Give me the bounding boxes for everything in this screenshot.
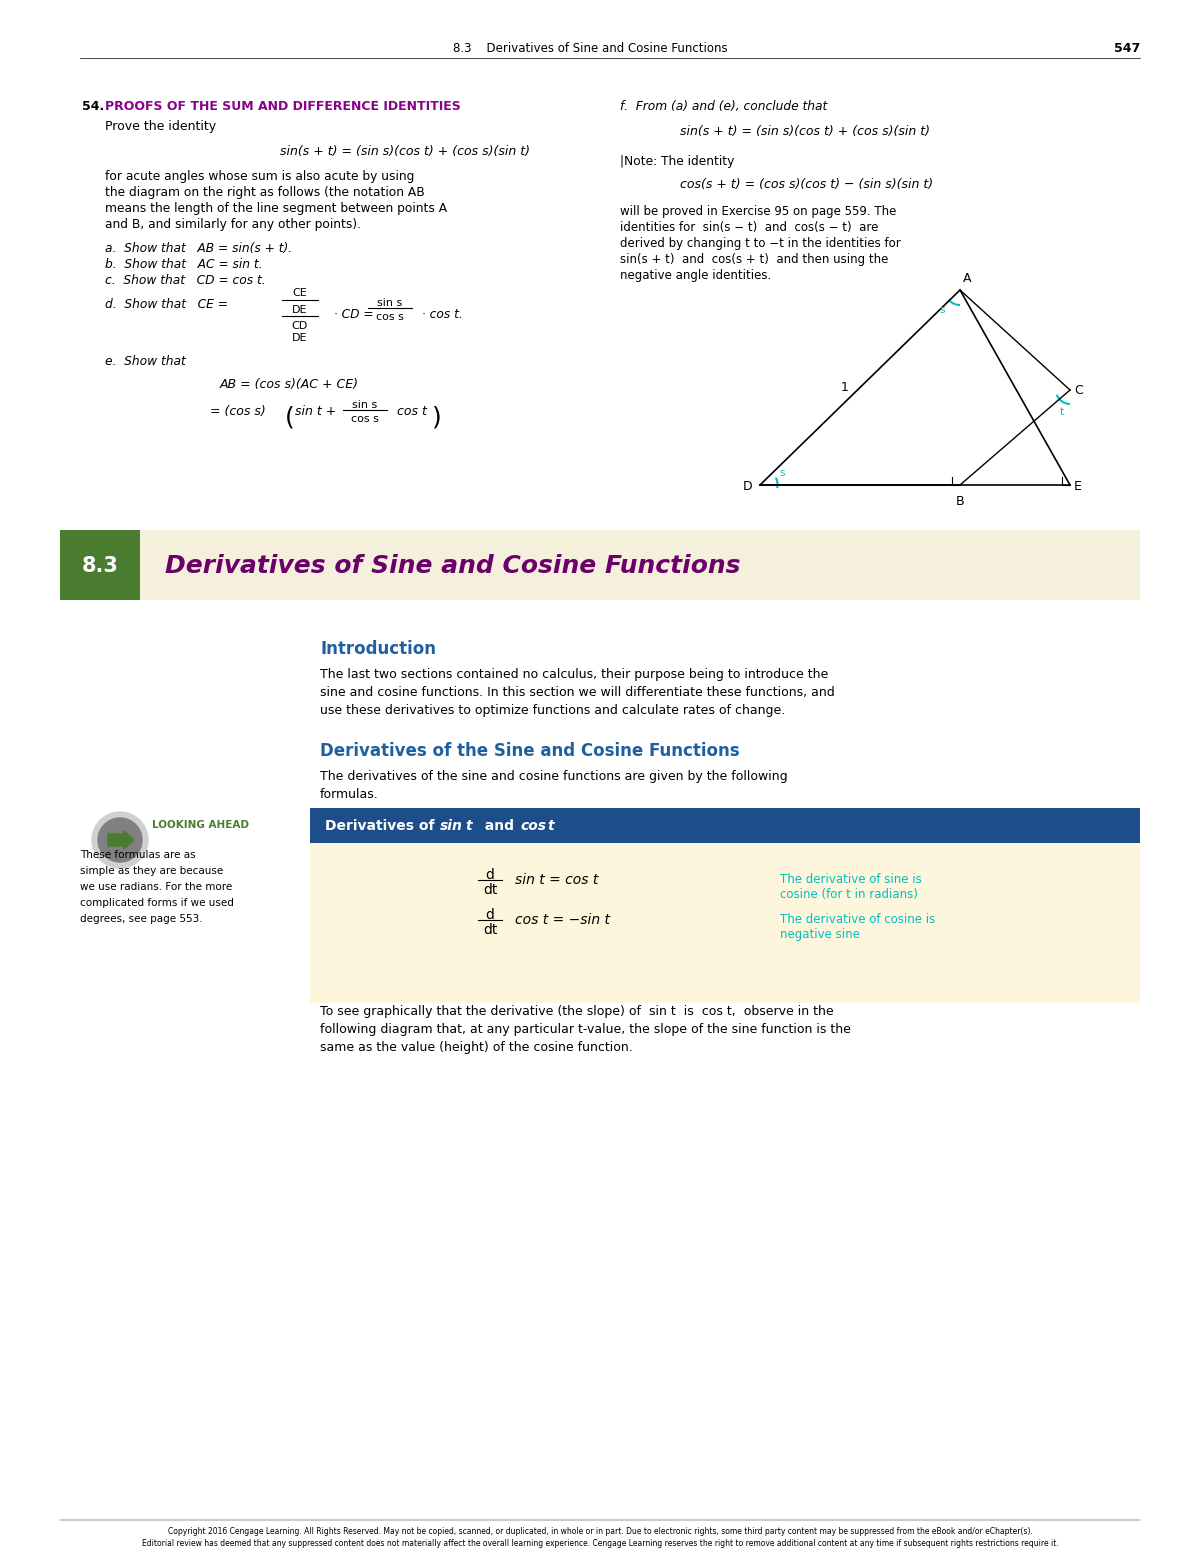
Text: s: s — [940, 304, 944, 315]
Text: sin(s + t) = (sin s)(cos t) + (cos s)(sin t): sin(s + t) = (sin s)(cos t) + (cos s)(si… — [280, 144, 530, 158]
Text: Editorial review has deemed that any suppressed content does not materially affe: Editorial review has deemed that any sup… — [142, 1539, 1058, 1548]
Text: c.  Show that   CD = cos t.: c. Show that CD = cos t. — [106, 273, 265, 287]
Text: cos t = −sin t: cos t = −sin t — [515, 913, 610, 927]
Text: formulas.: formulas. — [320, 787, 379, 801]
Text: (: ( — [286, 405, 295, 429]
Text: |Note: The identity: |Note: The identity — [620, 155, 734, 168]
Text: negative sine: negative sine — [780, 929, 860, 941]
Text: cos s: cos s — [352, 415, 379, 424]
Text: cos s: cos s — [376, 312, 404, 321]
Text: = (cos s): = (cos s) — [210, 405, 265, 418]
Text: CD: CD — [292, 321, 308, 331]
Text: Copyright 2016 Cengage Learning. All Rights Reserved. May not be copied, scanned: Copyright 2016 Cengage Learning. All Rig… — [168, 1527, 1032, 1536]
Text: AB = (cos s)(AC + CE): AB = (cos s)(AC + CE) — [220, 377, 359, 391]
Text: e.  Show that: e. Show that — [106, 356, 186, 368]
Text: t: t — [1060, 407, 1064, 418]
Text: cos(s + t) = (cos s)(cos t) − (sin s)(sin t): cos(s + t) = (cos s)(cos t) − (sin s)(si… — [680, 179, 934, 191]
Text: Prove the identity: Prove the identity — [106, 120, 216, 134]
Text: t: t — [547, 818, 553, 832]
Text: t: t — [466, 818, 472, 832]
Text: sin s: sin s — [377, 298, 403, 307]
Text: d: d — [486, 909, 494, 922]
Text: The derivative of cosine is: The derivative of cosine is — [780, 913, 935, 926]
Circle shape — [92, 812, 148, 868]
Text: E: E — [1074, 480, 1082, 494]
Text: DE: DE — [293, 332, 307, 343]
FancyArrow shape — [108, 831, 134, 849]
Text: identities for  sin(s − t)  and  cos(s − t)  are: identities for sin(s − t) and cos(s − t)… — [620, 221, 878, 235]
Text: These formulas are as: These formulas are as — [80, 849, 196, 860]
Text: Derivatives of the Sine and Cosine Functions: Derivatives of the Sine and Cosine Funct… — [320, 742, 739, 759]
Text: simple as they are because: simple as they are because — [80, 867, 223, 876]
Text: The derivative of sine is: The derivative of sine is — [780, 873, 922, 887]
Text: sin(s + t) = (sin s)(cos t) + (cos s)(sin t): sin(s + t) = (sin s)(cos t) + (cos s)(si… — [680, 124, 930, 138]
Text: sine and cosine functions. In this section we will differentiate these functions: sine and cosine functions. In this secti… — [320, 686, 835, 699]
Circle shape — [98, 818, 142, 862]
Text: To see graphically that the derivative (the slope) of  sin t  is  cos t,  observ: To see graphically that the derivative (… — [320, 1005, 834, 1019]
Text: ): ) — [432, 405, 442, 429]
Text: CE: CE — [293, 287, 307, 298]
Text: A: A — [964, 272, 972, 286]
Text: Derivatives of: Derivatives of — [325, 818, 444, 832]
Text: a.  Show that   AB = sin(s + t).: a. Show that AB = sin(s + t). — [106, 242, 292, 255]
Text: cos: cos — [520, 818, 546, 832]
Text: sin t = cos t: sin t = cos t — [515, 873, 599, 887]
Text: PROOFS OF THE SUM AND DIFFERENCE IDENTITIES: PROOFS OF THE SUM AND DIFFERENCE IDENTIT… — [106, 99, 461, 113]
Text: means the length of the line segment between points A: means the length of the line segment bet… — [106, 202, 448, 214]
Text: we use radians. For the more: we use radians. For the more — [80, 882, 233, 891]
Text: d: d — [486, 868, 494, 882]
Text: The derivatives of the sine and cosine functions are given by the following: The derivatives of the sine and cosine f… — [320, 770, 787, 783]
Text: d.  Show that   CE =: d. Show that CE = — [106, 298, 232, 311]
Text: and B, and similarly for any other points).: and B, and similarly for any other point… — [106, 217, 361, 231]
Text: 547: 547 — [1114, 42, 1140, 54]
Text: cos t: cos t — [394, 405, 427, 418]
Text: degrees, see page 553.: degrees, see page 553. — [80, 915, 203, 924]
Text: and: and — [475, 818, 523, 832]
Text: negative angle identities.: negative angle identities. — [620, 269, 772, 283]
Text: C: C — [1074, 384, 1082, 396]
Text: The last two sections contained no calculus, their purpose being to introduce th: The last two sections contained no calcu… — [320, 668, 828, 682]
FancyBboxPatch shape — [310, 808, 1140, 843]
Text: will be proved in Exercise 95 on page 559. The: will be proved in Exercise 95 on page 55… — [620, 205, 896, 217]
Text: following diagram that, at any particular t-value, the slope of the sine functio: following diagram that, at any particula… — [320, 1023, 851, 1036]
Text: 1: 1 — [841, 380, 848, 394]
Text: sin s: sin s — [353, 401, 378, 410]
Text: s: s — [779, 467, 785, 478]
Text: DE: DE — [293, 304, 307, 315]
Text: 8.3: 8.3 — [82, 556, 119, 576]
Text: the diagram on the right as follows (the notation AB: the diagram on the right as follows (the… — [106, 186, 425, 199]
Text: same as the value (height) of the cosine function.: same as the value (height) of the cosine… — [320, 1041, 632, 1054]
Text: cosine (for t in radians): cosine (for t in radians) — [780, 888, 918, 901]
Text: LOOKING AHEAD: LOOKING AHEAD — [152, 820, 250, 829]
Text: · cos t.: · cos t. — [418, 307, 463, 321]
Text: Introduction: Introduction — [320, 640, 436, 658]
Text: f.  From (a) and (e), conclude that: f. From (a) and (e), conclude that — [620, 99, 827, 113]
Text: use these derivatives to optimize functions and calculate rates of change.: use these derivatives to optimize functi… — [320, 704, 785, 717]
Text: dt: dt — [482, 922, 497, 936]
Text: sin t +: sin t + — [295, 405, 341, 418]
Text: B: B — [955, 495, 965, 508]
Text: sin(s + t)  and  cos(s + t)  and then using the: sin(s + t) and cos(s + t) and then using… — [620, 253, 888, 266]
Text: dt: dt — [482, 884, 497, 898]
FancyBboxPatch shape — [60, 530, 140, 599]
Text: Derivatives of Sine and Cosine Functions: Derivatives of Sine and Cosine Functions — [166, 554, 740, 578]
FancyBboxPatch shape — [310, 843, 1140, 1003]
Text: b.  Show that   AC = sin t.: b. Show that AC = sin t. — [106, 258, 263, 272]
Text: D: D — [743, 480, 752, 494]
Text: sin: sin — [440, 818, 463, 832]
Text: 54.: 54. — [82, 99, 104, 113]
Text: for acute angles whose sum is also acute by using: for acute angles whose sum is also acute… — [106, 169, 414, 183]
Text: complicated forms if we used: complicated forms if we used — [80, 898, 234, 909]
Text: derived by changing t to −t in the identities for: derived by changing t to −t in the ident… — [620, 238, 901, 250]
Text: 8.3    Derivatives of Sine and Cosine Functions: 8.3 Derivatives of Sine and Cosine Funct… — [452, 42, 727, 54]
FancyBboxPatch shape — [60, 530, 1140, 599]
Text: · CD =: · CD = — [330, 307, 378, 321]
